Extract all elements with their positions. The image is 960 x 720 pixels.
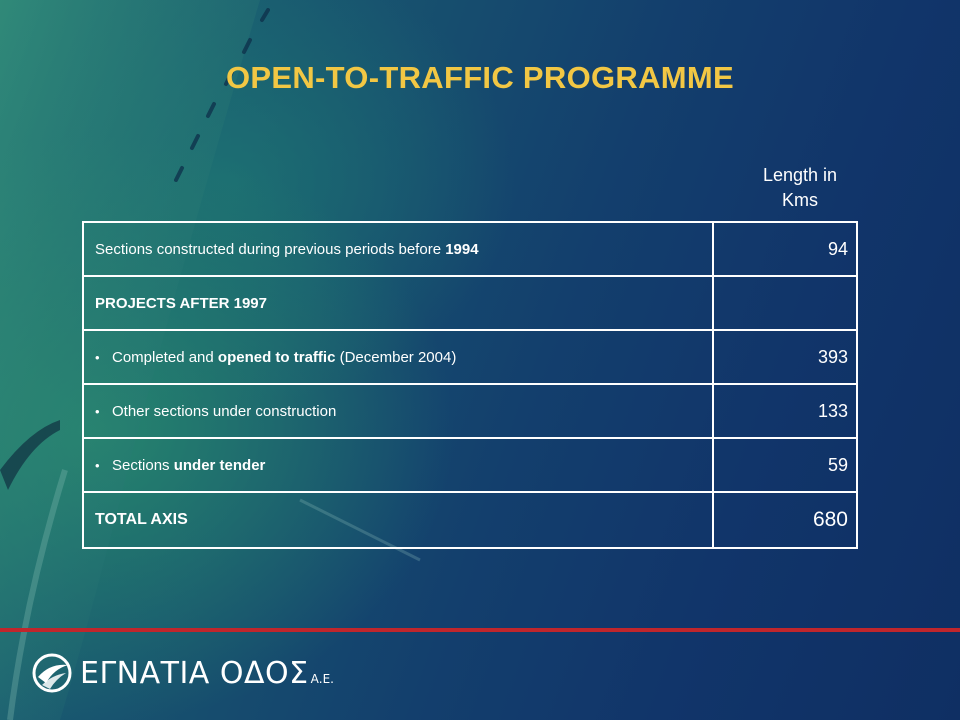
- row-text-bold: opened to traffic: [217, 348, 336, 366]
- programme-table: Sections constructed during previous per…: [82, 221, 858, 549]
- row-length-value: [712, 275, 858, 331]
- bullet-icon: •: [95, 349, 100, 365]
- row-length-value: 94: [712, 221, 858, 277]
- row-description: • Other sections under construction: [82, 383, 714, 439]
- row-text: Completed and: [112, 348, 218, 366]
- row-description: • Completed and opened to traffic (Decemb…: [82, 329, 714, 385]
- row-description: • Sections under tender: [82, 437, 714, 493]
- table-row: • Other sections under construction 133: [82, 383, 858, 439]
- length-column-header: Length in Kms: [724, 163, 876, 213]
- company-logo: ΕΓΝΑΤΙΑ ΟΔΟΣ Α.Ε.: [32, 648, 334, 698]
- row-text: Sections constructed during previous per…: [95, 240, 446, 258]
- column-header-line-1: Length in: [762, 165, 838, 185]
- egnatia-road-logo-icon: [32, 653, 72, 693]
- slide-title: OPEN-TO-TRAFFIC PROGRAMME: [225, 60, 735, 95]
- row-length-value: 133: [712, 383, 858, 439]
- row-text: (December 2004): [335, 348, 457, 366]
- total-label: TOTAL AXIS: [82, 491, 714, 549]
- table-row: • Sections under tender 59: [82, 437, 858, 493]
- row-text: Sections: [112, 456, 174, 474]
- row-length-value: 59: [712, 437, 858, 493]
- row-text: Other sections under construction: [112, 402, 337, 420]
- total-value: 680: [712, 491, 858, 549]
- row-description: PROJECTS AFTER 1997: [82, 275, 714, 331]
- row-length-value: 393: [712, 329, 858, 385]
- column-header-line-2: Kms: [782, 190, 818, 210]
- row-description: Sections constructed during previous per…: [82, 221, 714, 277]
- footer-divider: [0, 628, 960, 632]
- bullet-icon: •: [95, 457, 100, 473]
- table-row: PROJECTS AFTER 1997: [82, 275, 858, 331]
- row-text-bold: under tender: [173, 456, 266, 474]
- table-row: Sections constructed during previous per…: [82, 221, 858, 277]
- bullet-icon: •: [95, 403, 100, 419]
- table-row-total: TOTAL AXIS 680: [82, 491, 858, 549]
- row-text-bold: 1994: [445, 240, 479, 258]
- logo-wordmark: ΕΓΝΑΤΙΑ ΟΔΟΣ: [80, 655, 309, 691]
- table-row: • Completed and opened to traffic (Decemb…: [82, 329, 858, 385]
- logo-suffix: Α.Ε.: [310, 672, 334, 686]
